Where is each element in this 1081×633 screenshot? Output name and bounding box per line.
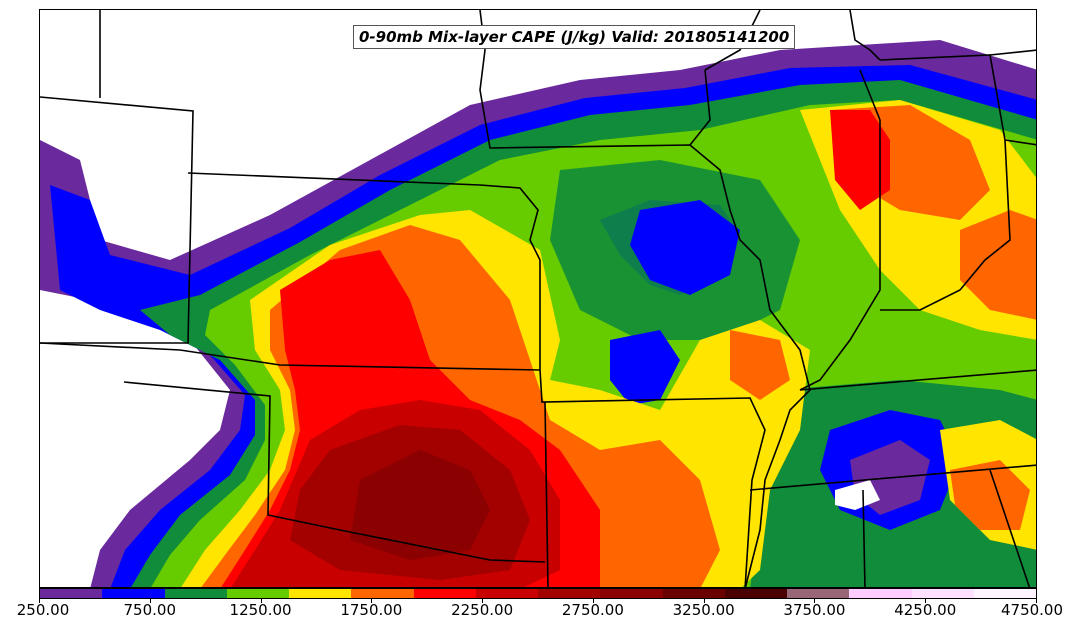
boundary-line bbox=[40, 342, 541, 371]
boundary-line bbox=[989, 469, 1031, 587]
colorbar-segment bbox=[662, 589, 725, 598]
colorbar-tick bbox=[39, 599, 40, 603]
colorbar-tick-label: 3750.00 bbox=[783, 601, 846, 619]
boundary-line bbox=[749, 464, 1036, 491]
boundary-line bbox=[187, 172, 481, 186]
colorbar-tick bbox=[149, 599, 151, 603]
cape-orange-east bbox=[960, 210, 1036, 320]
boundary-line bbox=[799, 69, 881, 391]
colorbar-tick-label: 1250.00 bbox=[229, 601, 292, 619]
boundary-line bbox=[479, 10, 811, 587]
colorbar-segment bbox=[351, 589, 414, 598]
cape-orange-center bbox=[730, 330, 790, 400]
colorbar-segment bbox=[475, 589, 538, 598]
map-title: 0-90mb Mix-layer CAPE (J/kg) Valid: 2018… bbox=[353, 25, 796, 49]
colorbar-segment bbox=[413, 589, 476, 598]
colorbar-segment bbox=[724, 589, 787, 598]
colorbar bbox=[39, 588, 1037, 599]
boundary-line bbox=[1004, 139, 1036, 146]
colorbar-segment bbox=[787, 589, 850, 598]
colorbar-tick bbox=[260, 599, 262, 603]
state-boundaries bbox=[40, 10, 1036, 587]
colorbar-segment bbox=[164, 589, 227, 598]
colorbar-tick-label: 3250.00 bbox=[672, 601, 735, 619]
colorbar-tick bbox=[703, 599, 705, 603]
cape-white-se bbox=[835, 480, 880, 510]
colorbar-tick-label: 250.00 bbox=[16, 601, 70, 619]
boundary-line bbox=[799, 369, 1036, 391]
cape-blue-pocket-center bbox=[630, 200, 740, 295]
colorbar-tick-label: 4250.00 bbox=[894, 601, 957, 619]
cape-2750-contour bbox=[350, 450, 490, 560]
cape-orange-se bbox=[950, 460, 1030, 530]
cape-red-ne bbox=[830, 110, 890, 210]
boundary-line bbox=[123, 381, 546, 563]
colorbar-tick-label: 2250.00 bbox=[451, 601, 514, 619]
colorbar-segment bbox=[600, 589, 663, 598]
boundary-line bbox=[849, 10, 881, 61]
map-panel: 0-90mb Mix-layer CAPE (J/kg) Valid: 2018… bbox=[39, 9, 1037, 588]
colorbar-segment bbox=[40, 589, 103, 598]
boundary-line bbox=[544, 401, 549, 587]
cape-blue-pocket-south bbox=[610, 330, 680, 405]
cape-field-map bbox=[40, 10, 1036, 587]
colorbar-segment bbox=[973, 589, 1036, 598]
colorbar-tick-label: 750.00 bbox=[123, 601, 177, 619]
boundary-line bbox=[479, 184, 541, 370]
boundary-line bbox=[704, 10, 761, 71]
boundary-line bbox=[879, 54, 1011, 311]
colorbar-tick bbox=[814, 599, 816, 603]
colorbar-segment bbox=[911, 589, 974, 598]
colorbar-segment bbox=[538, 589, 601, 598]
boundary-line bbox=[862, 489, 866, 587]
boundary-line bbox=[989, 49, 1036, 56]
colorbar-segment bbox=[226, 589, 289, 598]
colorbar-tick-label: 2750.00 bbox=[561, 601, 624, 619]
colorbar-tick-label: 1750.00 bbox=[340, 601, 403, 619]
boundary-line bbox=[40, 96, 194, 344]
boundary-line bbox=[539, 369, 766, 587]
colorbar-tick bbox=[925, 599, 927, 603]
colorbar-tick bbox=[592, 599, 594, 603]
colorbar-segment bbox=[102, 589, 165, 598]
colorbar-segment bbox=[289, 589, 352, 598]
colorbar-tick bbox=[482, 599, 484, 603]
colorbar-tick bbox=[371, 599, 373, 603]
colorbar-tick-label: 4750.00 bbox=[1000, 601, 1064, 619]
boundary-line bbox=[689, 69, 711, 146]
colorbar-tick bbox=[1036, 599, 1037, 603]
colorbar-segment bbox=[849, 589, 912, 598]
